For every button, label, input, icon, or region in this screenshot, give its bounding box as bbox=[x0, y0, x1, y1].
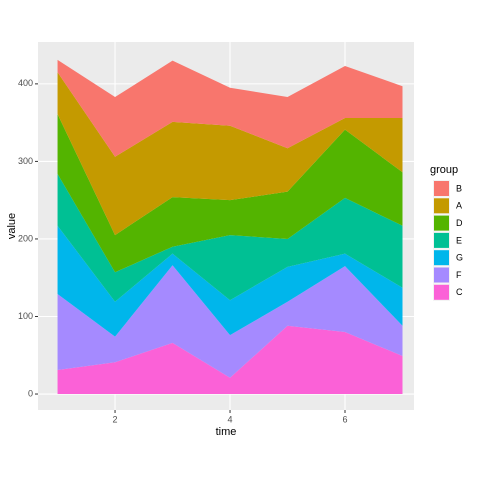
area bbox=[57, 59, 403, 157]
area bbox=[57, 173, 403, 302]
y-tick-label: 200 bbox=[18, 233, 33, 243]
area bbox=[57, 325, 403, 395]
x-tick-label: 4 bbox=[228, 414, 233, 424]
legend-label: G bbox=[456, 253, 463, 263]
legend-swatch bbox=[434, 215, 449, 231]
x-tick-label: 6 bbox=[343, 414, 348, 424]
x-tick-label: 2 bbox=[113, 414, 118, 424]
area bbox=[57, 114, 403, 273]
legend-label: C bbox=[456, 287, 463, 297]
legend-swatch bbox=[434, 198, 449, 214]
legend-label: E bbox=[456, 235, 462, 245]
legend-swatch bbox=[434, 232, 449, 248]
legend-label: F bbox=[456, 270, 462, 280]
legend-label: B bbox=[456, 183, 462, 193]
y-tick-label: 300 bbox=[18, 156, 33, 166]
area bbox=[57, 72, 403, 236]
legend-swatch bbox=[434, 284, 449, 300]
legend-swatch bbox=[434, 250, 449, 266]
area bbox=[57, 225, 403, 337]
y-tick-label: 100 bbox=[18, 311, 33, 321]
legend-label: D bbox=[456, 218, 463, 228]
x-axis-title: time bbox=[216, 426, 237, 438]
y-tick-label: 400 bbox=[18, 78, 33, 88]
area bbox=[57, 265, 403, 378]
y-tick-label: 0 bbox=[28, 388, 33, 398]
legend-swatch bbox=[434, 267, 449, 283]
legend-label: A bbox=[456, 201, 462, 211]
legend-swatch bbox=[434, 181, 449, 196]
legend-title: group bbox=[430, 164, 458, 176]
y-axis-title: value bbox=[6, 213, 18, 239]
